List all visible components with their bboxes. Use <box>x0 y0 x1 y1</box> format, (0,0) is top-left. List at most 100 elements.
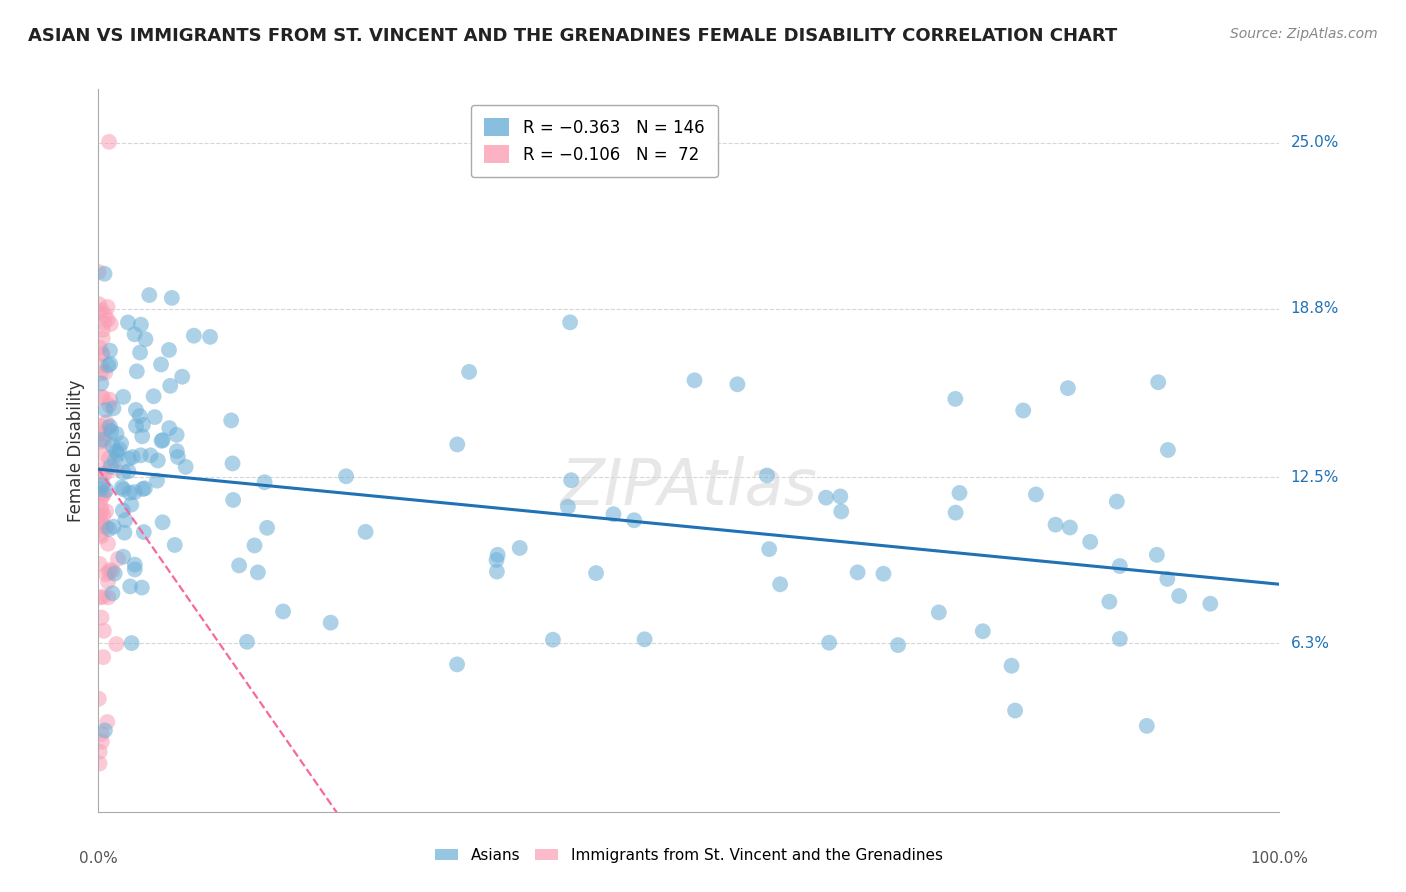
Point <box>118 451 141 466</box>
Point <box>89 305 111 319</box>
Point <box>98 566 121 580</box>
Point <box>91 650 114 665</box>
Point <box>150 434 173 448</box>
Point <box>166 444 188 458</box>
Point <box>93 316 115 330</box>
Point <box>253 475 276 490</box>
Point <box>91 391 114 405</box>
Point <box>93 462 115 476</box>
Point <box>1156 572 1178 586</box>
Text: 100.0%: 100.0% <box>1250 852 1309 866</box>
Point <box>120 498 142 512</box>
Point <box>167 450 190 464</box>
Point <box>146 453 169 467</box>
Point <box>560 473 582 487</box>
Point <box>129 318 152 332</box>
Point <box>100 317 122 331</box>
Point <box>485 553 508 567</box>
Point <box>152 433 174 447</box>
Point <box>124 562 146 576</box>
Point <box>89 527 111 541</box>
Point <box>90 504 112 518</box>
Point <box>112 390 135 404</box>
Point <box>101 564 124 578</box>
Point <box>446 657 468 672</box>
Point <box>110 436 132 450</box>
Point <box>143 410 166 425</box>
Point <box>124 327 146 342</box>
Point <box>97 300 120 314</box>
Point <box>91 346 114 360</box>
Point <box>1199 597 1222 611</box>
Point <box>101 586 124 600</box>
Point <box>117 315 139 329</box>
Point <box>97 537 120 551</box>
Point <box>90 610 112 624</box>
Point <box>142 389 165 403</box>
Point <box>94 403 117 417</box>
Point <box>246 566 269 580</box>
Point <box>131 581 153 595</box>
Point <box>90 419 112 434</box>
Point <box>90 515 112 529</box>
Point <box>114 525 136 540</box>
Point <box>90 390 112 404</box>
Point <box>1057 381 1080 395</box>
Point <box>1025 487 1047 501</box>
Point <box>98 357 121 371</box>
Point <box>91 323 114 337</box>
Point <box>541 632 564 647</box>
Point <box>96 483 118 497</box>
Point <box>114 513 136 527</box>
Point <box>89 508 111 523</box>
Point <box>132 525 155 540</box>
Point <box>87 297 110 311</box>
Point <box>172 369 194 384</box>
Point <box>1045 517 1067 532</box>
Point <box>1168 589 1191 603</box>
Point <box>134 481 156 495</box>
Point <box>89 756 111 771</box>
Point <box>98 522 121 536</box>
Point <box>174 459 197 474</box>
Point <box>945 506 967 520</box>
Point <box>228 558 250 573</box>
Point <box>1000 658 1022 673</box>
Point <box>887 638 910 652</box>
Point <box>725 377 748 392</box>
Point <box>90 517 112 532</box>
Point <box>105 426 128 441</box>
Point <box>91 477 114 491</box>
Point <box>90 303 112 318</box>
Point <box>830 504 852 518</box>
Point <box>98 398 121 412</box>
Point <box>87 435 110 450</box>
Point <box>90 727 112 741</box>
Point <box>93 267 115 281</box>
Point <box>91 347 114 361</box>
Point <box>108 442 131 457</box>
Text: 0.0%: 0.0% <box>79 852 118 866</box>
Point <box>98 451 121 466</box>
Point <box>97 359 120 373</box>
Point <box>90 367 112 381</box>
Point <box>128 409 150 423</box>
Y-axis label: Female Disability: Female Disability <box>66 379 84 522</box>
Point <box>134 332 156 346</box>
Point <box>633 632 655 647</box>
Point <box>1105 494 1128 508</box>
Point <box>198 330 221 344</box>
Point <box>98 419 121 434</box>
Point <box>271 605 294 619</box>
Point <box>94 466 117 480</box>
Point <box>222 492 245 507</box>
Point <box>87 425 110 440</box>
Point <box>846 566 869 580</box>
Point <box>91 331 114 345</box>
Point <box>97 421 120 435</box>
Point <box>160 291 183 305</box>
Point <box>150 358 173 372</box>
Point <box>1078 534 1101 549</box>
Point <box>97 574 120 589</box>
Text: 25.0%: 25.0% <box>1291 136 1339 150</box>
